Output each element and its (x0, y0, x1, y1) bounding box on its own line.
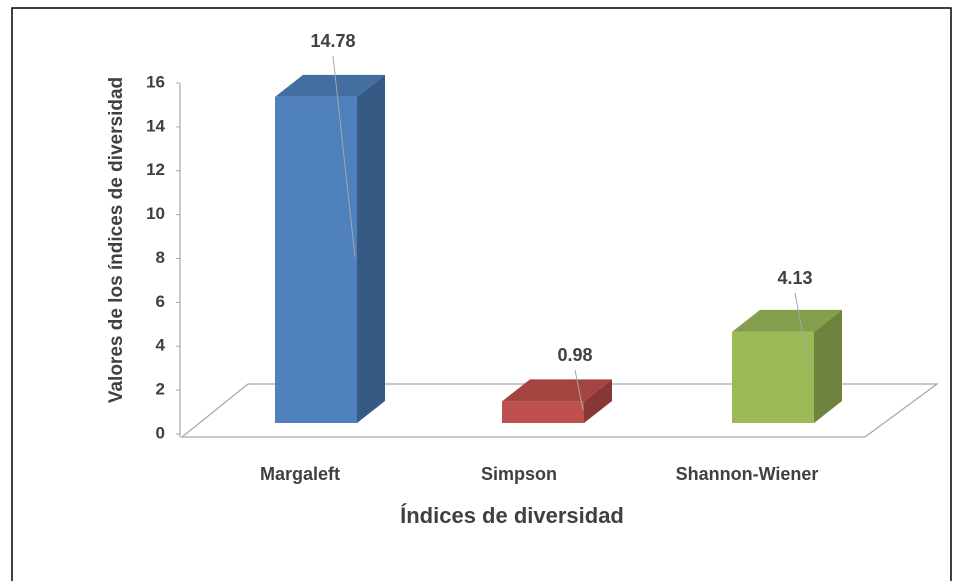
y-tick-label: 16 (146, 72, 165, 91)
bar-side (584, 379, 612, 423)
y-tick-label: 6 (156, 292, 165, 311)
bar (732, 331, 814, 423)
leader-line (332, 55, 356, 258)
bar-top (275, 74, 385, 97)
x-tick-label: Simpson (481, 464, 557, 484)
x-tick-label: Margaleft (260, 464, 340, 484)
x-tick-label: Shannon-Wiener (676, 464, 819, 484)
data-label: 4.13 (777, 268, 812, 288)
data-label: 14.78 (310, 31, 355, 51)
bar-side (814, 309, 842, 423)
frame (11, 7, 952, 581)
leader-line (574, 369, 584, 411)
y-tick-label: 0 (156, 423, 165, 442)
bar (502, 401, 584, 423)
x-axis-title: Índices de diversidad (400, 503, 624, 528)
y-axis-title: Valores de los índices de diversidad (106, 77, 127, 403)
y-tick-label: 12 (146, 160, 165, 179)
bar-top (502, 379, 612, 402)
data-label: 0.98 (557, 345, 592, 365)
y-tick-label: 14 (146, 116, 165, 135)
y-tick-label: 8 (156, 248, 165, 267)
y-tick-label: 2 (156, 380, 165, 399)
bar-side (357, 74, 385, 423)
y-tick-label: 4 (156, 336, 166, 355)
bar (275, 96, 357, 423)
leader-line (794, 292, 811, 373)
bar-top (732, 309, 842, 332)
y-tick-label: 10 (146, 204, 165, 223)
